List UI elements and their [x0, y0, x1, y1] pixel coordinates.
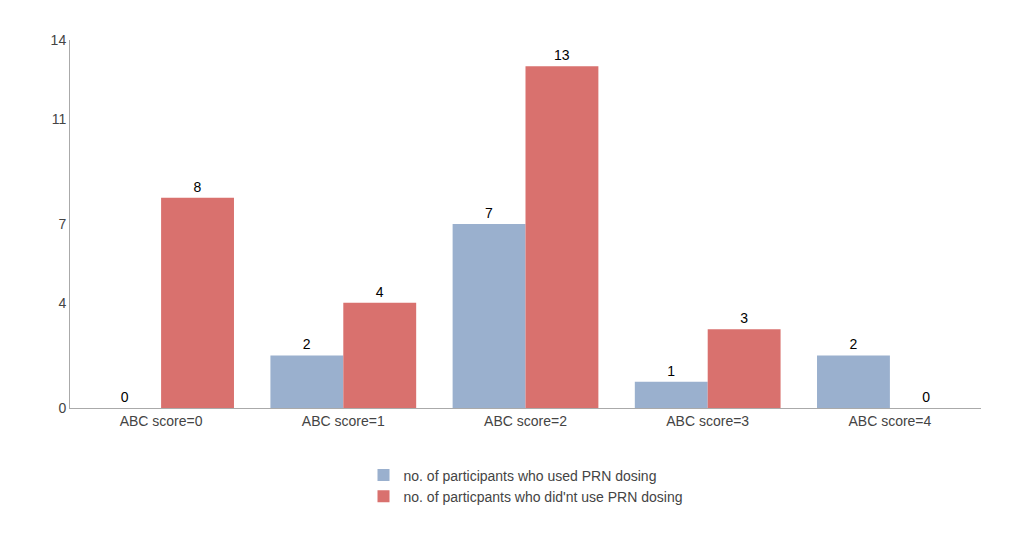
- svg-text:11: 11: [52, 111, 67, 127]
- svg-text:3: 3: [740, 310, 748, 326]
- svg-text:ABC score=2: ABC score=2: [484, 413, 567, 429]
- svg-text:0: 0: [58, 400, 66, 416]
- svg-text:no. of particpants who did'nt: no. of particpants who did'nt use PRN do…: [404, 489, 683, 505]
- svg-text:no. of participants who used P: no. of participants who used PRN dosing: [404, 468, 657, 484]
- svg-text:14: 14: [51, 32, 67, 48]
- svg-text:4: 4: [58, 295, 66, 311]
- svg-text:7: 7: [485, 205, 493, 221]
- svg-text:2: 2: [303, 336, 311, 352]
- svg-text:ABC score=3: ABC score=3: [666, 413, 749, 429]
- svg-text:13: 13: [554, 47, 570, 63]
- svg-text:0: 0: [121, 389, 129, 405]
- svg-text:ABC score=4: ABC score=4: [848, 413, 931, 429]
- svg-text:ABC score=1: ABC score=1: [302, 413, 385, 429]
- svg-text:2: 2: [849, 336, 857, 352]
- svg-text:7: 7: [58, 216, 66, 232]
- svg-text:0: 0: [922, 389, 930, 405]
- svg-text:4: 4: [376, 284, 384, 300]
- svg-text:ABC score=0: ABC score=0: [120, 413, 203, 429]
- svg-text:8: 8: [194, 179, 202, 195]
- svg-text:1: 1: [667, 363, 675, 379]
